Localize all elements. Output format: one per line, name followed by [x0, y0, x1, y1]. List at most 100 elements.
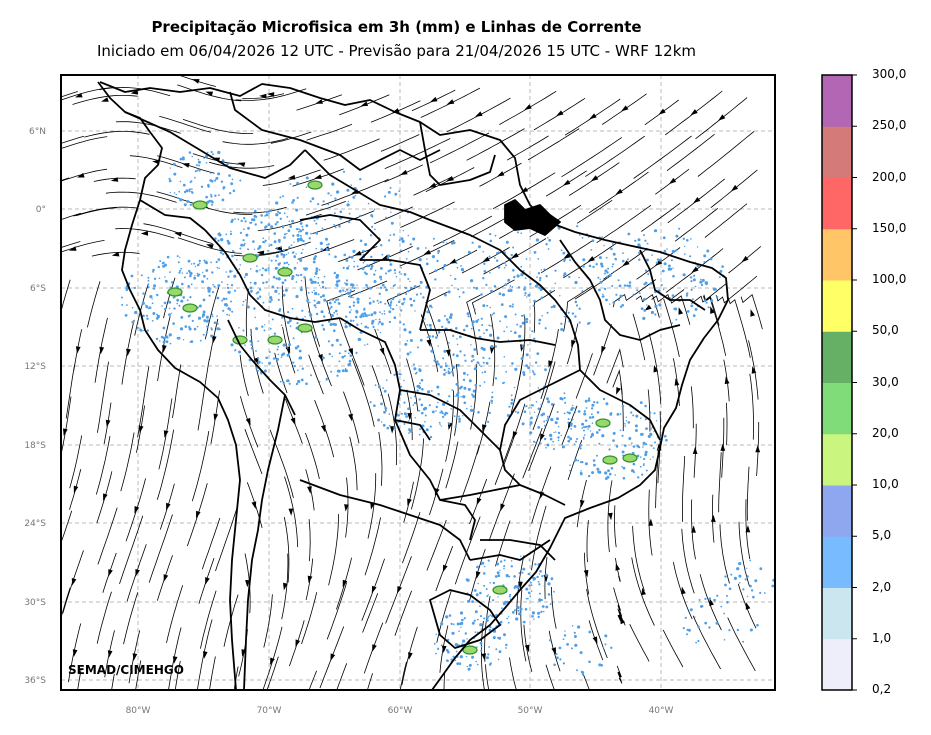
border-peru-brazil: [204, 229, 341, 323]
precip-cell: [409, 280, 411, 283]
precip-cell: [459, 655, 463, 659]
precip-cell: [427, 335, 431, 338]
precip-cell: [489, 333, 493, 337]
precip-cell: [258, 246, 262, 249]
precip-cell: [249, 281, 252, 284]
streamline-arrow: [622, 260, 630, 267]
streamline-arrow: [251, 501, 257, 509]
precip-cell: [573, 631, 576, 634]
precip-cell: [292, 361, 295, 364]
precip-cell: [189, 203, 193, 206]
precip-cell: [458, 662, 462, 665]
precip-cell: [582, 258, 586, 262]
precip-cell: [194, 170, 197, 173]
precip-cell: [210, 195, 213, 198]
streamline: [631, 557, 655, 626]
border-peru-bolivia: [227, 319, 296, 416]
precip-cell: [186, 200, 190, 203]
precip-cell: [426, 258, 428, 260]
precip-cell: [321, 285, 325, 289]
precip-cell: [573, 635, 577, 638]
precip-cell: [678, 227, 681, 230]
precip-cell: [525, 587, 529, 591]
precip-cell: [713, 598, 716, 602]
precip-cell: [253, 248, 256, 250]
precip-cell: [227, 275, 230, 278]
precip-cell: [434, 269, 438, 273]
precip-cell: [569, 437, 573, 441]
precip-cell: [202, 298, 206, 302]
precip-cell: [347, 220, 351, 224]
precip-cell: [334, 226, 337, 229]
precip-cell: [625, 416, 627, 418]
precip-cell: [343, 282, 346, 284]
precip-cell: [485, 328, 488, 332]
precip-cell: [352, 196, 356, 199]
streamline: [200, 590, 217, 649]
precip-cell: [444, 364, 448, 368]
precip-cell: [409, 297, 413, 301]
precip-cell: [322, 328, 326, 331]
precip-cell: [364, 344, 366, 346]
precip-cell: [203, 259, 206, 262]
precip-cell: [441, 415, 444, 418]
precip-cell: [485, 361, 489, 365]
precip-cell: [211, 203, 214, 206]
lat-tick: 30°S: [24, 598, 46, 608]
streamline: [284, 476, 299, 548]
streamline-arrow: [407, 498, 412, 506]
precip-cell: [348, 212, 351, 215]
precip-cell: [380, 244, 383, 247]
precip-cell: [610, 466, 614, 470]
precip-cell: [451, 389, 454, 391]
precip-cell: [477, 618, 479, 621]
precip-cell: [214, 237, 217, 240]
precip-cell: [690, 304, 694, 308]
precip-cell: [683, 245, 686, 248]
precip-cell: [202, 313, 206, 317]
precip-cell: [591, 422, 594, 425]
precip-cell: [651, 254, 653, 256]
precip-cell: [350, 255, 354, 259]
streamline: [244, 428, 263, 475]
precip-cell: [483, 332, 485, 335]
precip-cell: [269, 296, 273, 300]
precip-cell: [285, 379, 289, 382]
precip-cell: [599, 280, 603, 284]
precip-cell: [169, 167, 171, 169]
precip-cell: [447, 290, 451, 294]
precip-cell: [393, 269, 397, 272]
precip-cell: [569, 469, 571, 472]
precip-cell: [746, 575, 749, 578]
precip-cell: [574, 643, 578, 647]
border-ecuador: [139, 199, 206, 231]
precip-cell: [559, 397, 563, 400]
precip-cell: [182, 183, 186, 187]
precip-cell: [560, 249, 563, 252]
precip-cell: [700, 278, 702, 281]
precip-cell: [608, 448, 611, 451]
precip-cell: [456, 662, 460, 665]
precip-cell: [591, 413, 593, 416]
precip-cell: [541, 575, 544, 578]
precip-cell: [689, 255, 692, 258]
precip-cell: [311, 280, 315, 284]
streamline: [378, 431, 383, 486]
precip-cell: [141, 301, 145, 305]
precip-cell: [250, 289, 253, 293]
precip-cell: [178, 271, 181, 274]
streamline: [522, 427, 543, 479]
precip-cell: [208, 294, 211, 297]
precip-cell: [165, 340, 169, 344]
precip-cell: [221, 299, 223, 302]
precip-cell: [403, 423, 406, 425]
streamline-arrow: [524, 104, 532, 110]
precip-cell: [514, 609, 516, 612]
south-america-coastline: [99, 81, 729, 690]
precip-cell: [328, 352, 331, 356]
precip-cell: [704, 281, 708, 285]
precip-cell: [337, 298, 340, 301]
precip-cell: [497, 636, 500, 639]
precip-cell: [478, 364, 481, 366]
precip-cell: [566, 643, 569, 646]
